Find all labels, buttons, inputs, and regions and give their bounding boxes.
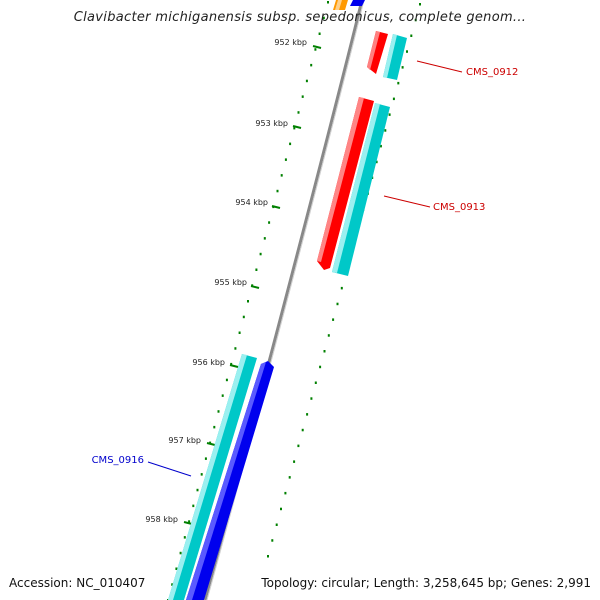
gene-orange-partial-highlight	[335, 0, 342, 10]
minor-tick	[414, 18, 417, 22]
gene-blue-partial[interactable]	[350, 0, 365, 6]
gene-cms-0913-reverse[interactable]	[332, 103, 390, 276]
minor-tick	[284, 158, 287, 161]
minor-tick	[297, 444, 300, 448]
minor-tick	[204, 457, 207, 460]
tick-956: 956 kbp	[192, 358, 239, 368]
minor-tick	[192, 504, 195, 508]
minor-tick	[288, 476, 291, 479]
minor-tick	[225, 378, 228, 382]
gene-cms-0912-reverse[interactable]	[383, 34, 407, 80]
leader-cms-0913	[383, 195, 431, 208]
minor-tick	[322, 16, 325, 20]
tick-label: 953 kbp	[255, 119, 288, 128]
minor-tick	[314, 48, 317, 51]
minor-tick	[297, 111, 300, 114]
minor-tick	[280, 507, 282, 511]
minor-tick	[200, 473, 203, 476]
minor-tick	[263, 237, 266, 240]
tick-label: 956 kbp	[192, 358, 225, 367]
minor-tick	[276, 189, 279, 193]
gene-label-cms-0916[interactable]: CMS_0916	[92, 455, 144, 466]
minor-tick	[392, 97, 395, 101]
minor-tick	[284, 491, 287, 495]
minor-tick	[327, 1, 329, 4]
tick-958: 958 kbp	[145, 515, 193, 525]
genome-backbone-shadow	[206, 0, 365, 600]
gene-cms-0913-forward[interactable]	[317, 97, 374, 270]
minor-tick	[379, 144, 382, 148]
minor-tick	[293, 126, 296, 130]
minor-tick	[301, 95, 304, 98]
minor-tick	[271, 539, 274, 542]
minor-tick	[305, 79, 308, 83]
minor-tick	[234, 347, 237, 350]
minor-tick	[319, 365, 322, 369]
minor-tick	[259, 252, 262, 256]
minor-tick	[267, 555, 269, 558]
tick-label: 954 kbp	[235, 198, 268, 207]
minor-tick	[314, 381, 317, 384]
minor-tick	[188, 520, 191, 523]
minor-tick	[293, 460, 296, 463]
minor-tick	[221, 394, 224, 397]
minor-tick	[310, 397, 313, 400]
minor-tick	[401, 66, 404, 69]
gene-cms-0912-forward[interactable]	[367, 31, 388, 74]
tick-label: 957 kbp	[168, 436, 201, 445]
minor-tick	[196, 488, 199, 492]
minor-tick	[318, 32, 321, 35]
topology-summary: Topology: circular; Length: 3,258,645 bp…	[261, 576, 591, 590]
minor-tick	[230, 362, 233, 366]
minor-tick	[213, 425, 216, 429]
minor-tick	[217, 410, 220, 413]
minor-tick	[171, 583, 174, 586]
minor-tick	[175, 567, 178, 570]
minor-tick	[332, 318, 335, 321]
tick-label: 955 kbp	[214, 278, 247, 287]
accession-text: Accession: NC_010407	[9, 576, 146, 590]
minor-tick	[247, 300, 249, 303]
minor-tick	[289, 142, 292, 146]
minor-tick	[410, 34, 413, 37]
minor-tick	[238, 331, 241, 334]
minor-tick	[183, 536, 186, 539]
minor-tick	[323, 350, 326, 353]
tick-954: 954 kbp	[235, 198, 281, 209]
minor-tick	[406, 50, 408, 53]
tick-955: 955 kbp	[214, 278, 260, 289]
minor-tick	[327, 334, 330, 337]
minor-ticks-outer	[267, 3, 421, 558]
minor-tick	[255, 268, 258, 271]
minor-tick	[280, 174, 283, 177]
leader-cms-0916	[147, 461, 192, 477]
minor-tick	[268, 221, 271, 224]
minor-tick	[419, 3, 421, 6]
minor-tick	[306, 413, 309, 416]
tick-label: 952 kbp	[274, 38, 307, 47]
tick-952: 952 kbp	[274, 38, 322, 49]
gene-blue-forward[interactable]	[186, 361, 274, 600]
tick-953: 953 kbp	[255, 119, 302, 129]
map-title: Clavibacter michiganensis subsp. sepedon…	[73, 10, 527, 25]
minor-ticks-inner	[167, 1, 329, 600]
minor-tick	[397, 81, 400, 85]
minor-tick	[275, 523, 278, 526]
leader-cms-0912	[416, 60, 463, 73]
minor-tick	[301, 428, 304, 432]
minor-tick	[242, 315, 245, 319]
gene-cms-0916-reverse[interactable]	[168, 354, 257, 600]
gene-label-cms-0913[interactable]: CMS_0913	[433, 202, 485, 213]
minor-tick	[375, 160, 378, 164]
minor-tick	[340, 286, 343, 290]
minor-tick	[179, 551, 182, 555]
minor-tick	[384, 129, 387, 132]
gene-label-cms-0912[interactable]: CMS_0912	[466, 67, 518, 78]
minor-tick	[388, 113, 391, 116]
minor-tick	[336, 302, 339, 306]
tick-957: 957 kbp	[168, 436, 216, 446]
tick-label: 958 kbp	[145, 515, 178, 524]
minor-tick	[310, 63, 313, 67]
